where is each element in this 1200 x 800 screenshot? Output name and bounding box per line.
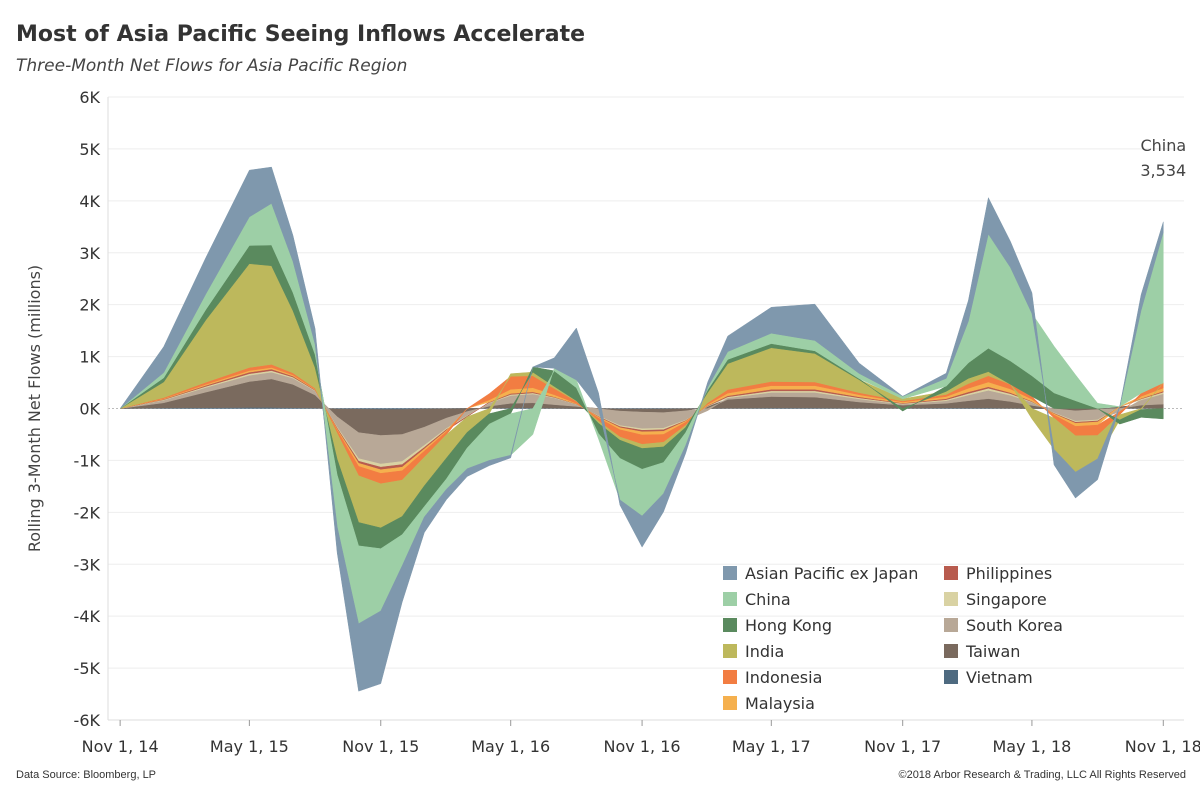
- legend-swatch: [723, 670, 737, 684]
- area-asian-pacific-ex-japan: [119, 166, 1164, 692]
- legend-swatch: [944, 592, 958, 606]
- legend-label: China: [745, 590, 791, 609]
- y-tick-label: 6K: [79, 88, 100, 107]
- x-tick-label: Nov 1, 15: [342, 737, 419, 756]
- copyright-note: ©2018 Arbor Research & Trading, LLC All …: [898, 769, 1186, 781]
- legend-label: South Korea: [966, 616, 1063, 635]
- y-axis-title: Rolling 3-Month Net Flows (millions): [25, 265, 44, 552]
- x-tick-label: May 1, 15: [210, 737, 289, 756]
- legend-swatch: [944, 566, 958, 580]
- legend-swatch: [723, 566, 737, 580]
- x-tick-label: Nov 1, 18: [1125, 737, 1200, 756]
- annotation-value: 3,534: [1140, 161, 1186, 180]
- area-indonesia: [120, 364, 1164, 485]
- y-tick-label: 5K: [79, 140, 100, 159]
- y-tick-label: 2K: [79, 296, 100, 315]
- legend-swatch: [944, 618, 958, 632]
- y-tick-label: 4K: [79, 192, 100, 211]
- legend-label: Philippines: [966, 564, 1052, 583]
- area-series: [119, 166, 1164, 692]
- legend-label: Hong Kong: [745, 616, 832, 635]
- legend-label: Singapore: [966, 590, 1047, 609]
- x-tick-label: Nov 1, 14: [82, 737, 159, 756]
- legend: Asian Pacific ex Japan China Hong Kong Indi…: [723, 564, 1063, 713]
- x-tick-label: Nov 1, 16: [604, 737, 681, 756]
- annotations: China 3,534: [1140, 136, 1186, 180]
- y-tick-label: -3K: [74, 555, 101, 574]
- chart-subtitle: Three-Month Net Flows for Asia Pacific R…: [16, 56, 408, 76]
- legend-swatch: [944, 670, 958, 684]
- area-philippines: [120, 368, 1164, 471]
- legend-label: Taiwan: [965, 642, 1020, 661]
- y-tick-label: -6K: [74, 711, 101, 730]
- legend-label: Asian Pacific ex Japan: [745, 564, 918, 583]
- legend-swatch: [723, 696, 737, 710]
- x-tick-label: May 1, 16: [471, 737, 550, 756]
- y-tick-label: -4K: [74, 607, 101, 626]
- legend-swatch: [944, 644, 958, 658]
- x-tick-label: May 1, 18: [992, 737, 1071, 756]
- y-tick-label: -5K: [74, 659, 101, 678]
- y-tick-label: -1K: [74, 451, 101, 470]
- y-tick-label: 0K: [79, 400, 100, 419]
- x-tick-label: Nov 1, 17: [864, 737, 941, 756]
- axes: -6K -5K -4K -3K -2K -1K 0K 1K 2K 3K 4K 5K 6K Nov 1, 1…: [25, 88, 1200, 756]
- annotation-label: China: [1140, 136, 1186, 155]
- x-tick-label: May 1, 17: [732, 737, 811, 756]
- legend-label: Indonesia: [745, 668, 822, 687]
- legend-label: Vietnam: [966, 668, 1033, 687]
- chart-title: Most of Asia Pacific Seeing Inflows Acce…: [16, 22, 586, 47]
- legend-label: Malaysia: [745, 694, 815, 713]
- legend-label: India: [745, 642, 784, 661]
- legend-swatch: [723, 644, 737, 658]
- y-tick-label: -2K: [74, 503, 101, 522]
- data-source-note: Data Source: Bloomberg, LP: [16, 769, 157, 781]
- legend-swatch: [723, 618, 737, 632]
- y-tick-label: 1K: [79, 348, 100, 367]
- legend-swatch: [723, 592, 737, 606]
- y-tick-label: 3K: [79, 244, 100, 263]
